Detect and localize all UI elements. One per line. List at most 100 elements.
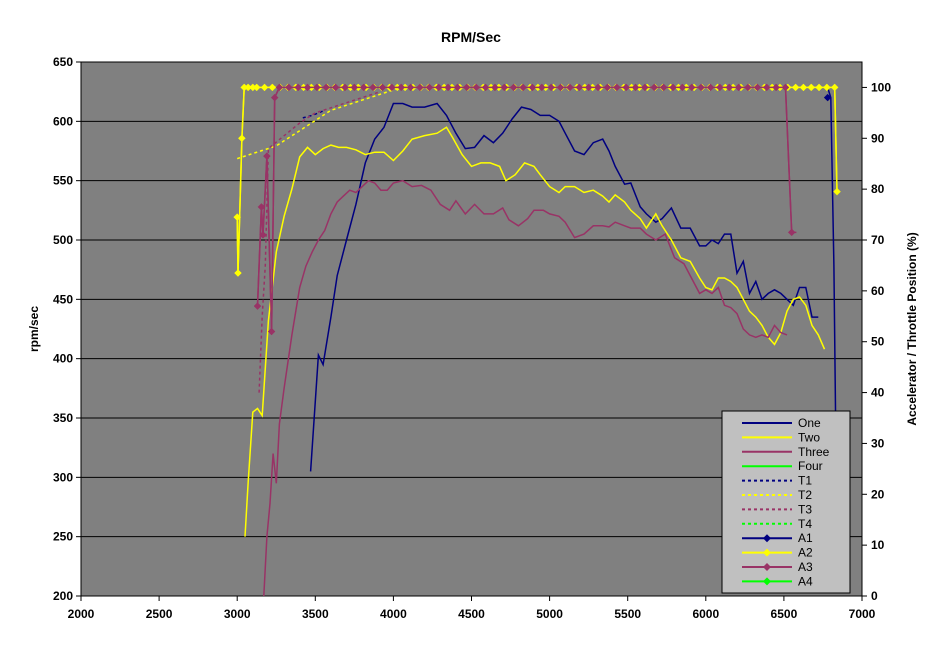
legend-label-three: Three [798, 445, 830, 459]
marker-a3 [397, 83, 406, 92]
marker-a3 [706, 83, 715, 92]
marker-a2 [807, 83, 816, 92]
series-line-one [309, 102, 819, 472]
y-tick-label: 350 [53, 411, 73, 425]
legend-label-four: Four [798, 459, 823, 473]
legend-label-t1: T1 [798, 474, 812, 488]
marker-a3 [659, 83, 668, 92]
marker-a3 [322, 83, 331, 92]
marker-a3 [547, 83, 556, 92]
marker-a3 [566, 83, 574, 92]
y2-tick-label: 20 [871, 487, 885, 501]
x-tick-label: 7000 [849, 607, 876, 621]
legend-marker-a2 [763, 548, 771, 557]
legend-label-a2: A2 [798, 546, 813, 560]
legend-marker-a4 [763, 577, 771, 586]
marker-a3 [378, 83, 387, 92]
series-line-t1 [302, 109, 325, 119]
x-tick-label: 5000 [536, 607, 563, 621]
series-line-t2 [236, 86, 425, 160]
marker-a3 [481, 83, 490, 92]
x-tick-label: 2000 [68, 607, 95, 621]
series-line-three [263, 179, 788, 596]
legend-label-t2: T2 [798, 488, 812, 502]
marker-a3 [594, 83, 602, 92]
marker-a3 [406, 83, 415, 92]
marker-a3 [753, 83, 762, 92]
marker-a3 [331, 83, 340, 92]
marker-a3 [697, 83, 705, 92]
marker-a3 [500, 83, 509, 92]
series-layer [233, 83, 841, 596]
marker-a3 [453, 83, 462, 92]
chart-title: RPM/Sec [441, 29, 501, 45]
marker-a3 [369, 83, 377, 92]
legend-label-two: Two [798, 430, 820, 444]
marker-a3 [537, 83, 546, 92]
legend-label-a1: A1 [798, 531, 813, 545]
y2-tick-label: 90 [871, 131, 885, 145]
x-tick-label: 4000 [380, 607, 407, 621]
y-tick-label: 400 [53, 352, 73, 366]
y2-tick-label: 0 [871, 589, 878, 603]
marker-a3 [716, 83, 724, 92]
marker-a2 [830, 83, 839, 92]
marker-a3 [313, 83, 321, 92]
connector-line-a1 [826, 87, 838, 546]
marker-a3 [350, 83, 359, 92]
marker-a3 [734, 83, 743, 92]
marker-a3 [612, 83, 621, 92]
marker-a3 [491, 83, 499, 92]
marker-a3 [528, 83, 537, 92]
marker-a3 [787, 228, 796, 237]
y2-tick-label: 50 [871, 335, 885, 349]
y2-tick-label: 10 [871, 538, 885, 552]
y-tick-label: 650 [53, 55, 73, 69]
marker-a3 [359, 83, 368, 92]
marker-a2 [260, 83, 269, 92]
legend-label-t3: T3 [798, 502, 812, 516]
marker-a3 [257, 203, 266, 211]
marker-a3 [294, 83, 302, 92]
y2-tick-label: 100 [871, 80, 891, 94]
x-tick-label: 4500 [458, 607, 485, 621]
marker-a3 [509, 83, 518, 92]
y-tick-label: 450 [53, 292, 73, 306]
marker-a3 [575, 83, 584, 92]
legend-label-one: One [798, 416, 821, 430]
x-axis: 2000 2500 3000 3500 4000 4500 5000 5500 6000 6500… [68, 596, 876, 621]
marker-a3 [416, 83, 424, 92]
marker-a3 [263, 152, 271, 160]
y2-axis-title: Accelerator / Throttle Position (%) [905, 232, 919, 425]
y2-tick-label: 30 [871, 436, 885, 450]
x-tick-label: 6500 [771, 607, 798, 621]
x-tick-label: 3000 [224, 607, 251, 621]
marker-a3 [341, 83, 349, 92]
y2-tick-label: 40 [871, 386, 885, 400]
y2-tick-label: 70 [871, 233, 885, 247]
marker-a3 [303, 83, 312, 92]
marker-a3 [556, 83, 565, 92]
marker-a3 [781, 83, 790, 92]
marker-a3 [744, 83, 752, 92]
legend-label-a3: A3 [798, 560, 813, 574]
marker-a2 [238, 134, 246, 143]
y-tick-label: 300 [53, 470, 73, 484]
marker-a3 [444, 83, 452, 92]
marker-a3 [284, 83, 293, 92]
marker-a3 [762, 83, 771, 92]
marker-a3 [603, 83, 612, 92]
y-tick-label: 600 [53, 114, 73, 128]
marker-a3 [725, 83, 734, 92]
x-tick-label: 5500 [614, 607, 641, 621]
y-tick-label: 500 [53, 233, 73, 247]
marker-a3 [641, 83, 649, 92]
marker-a3 [669, 83, 677, 92]
marker-a3 [425, 83, 434, 92]
marker-a3 [772, 83, 780, 92]
series-line-t3 [258, 91, 379, 393]
marker-a2 [791, 83, 800, 92]
y2-tick-label: 60 [871, 284, 885, 298]
